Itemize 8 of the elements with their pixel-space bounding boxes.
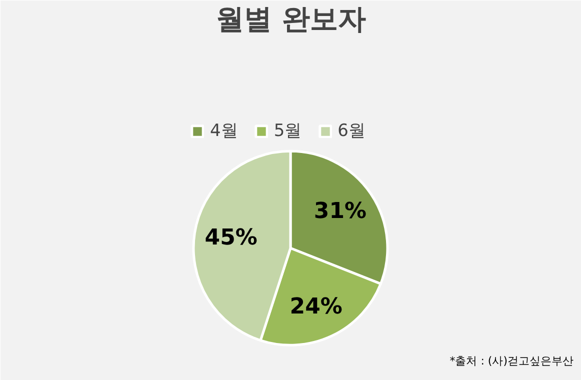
legend-label: 4월 [210,120,238,142]
data-label: 31% [314,198,367,224]
data-label: 45% [204,225,258,250]
legend-label: 5월 [274,120,302,142]
chart-title: 월별 완보자 [216,2,366,36]
legend-label: 6월 [338,120,366,142]
text: *출처 : (사)걷고싶은부산 [450,354,574,368]
data-label: 24% [290,294,342,320]
